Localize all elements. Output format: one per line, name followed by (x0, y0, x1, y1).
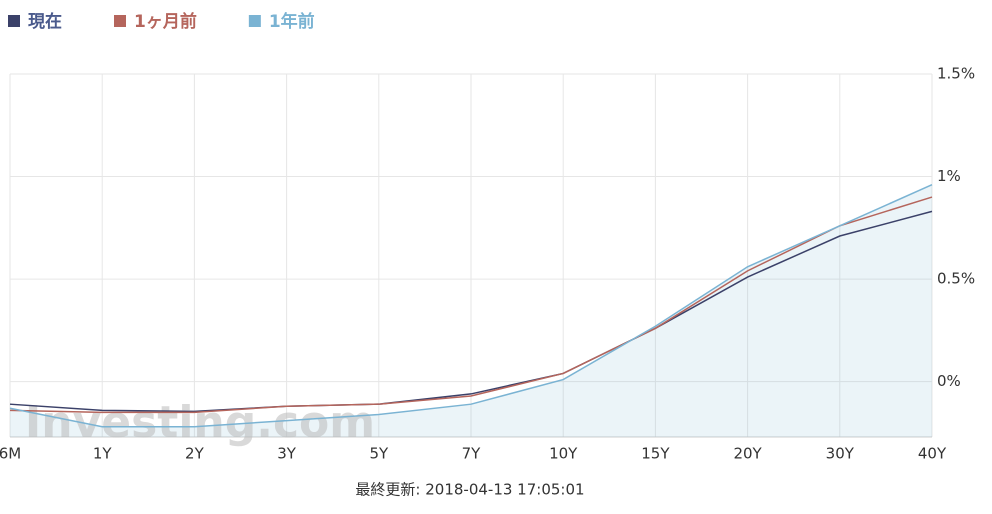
y-tick-label: 0.5% (937, 270, 975, 288)
y-tick-label: 1.5% (937, 65, 975, 83)
legend-label: 1年前 (269, 11, 315, 32)
x-tick-label: 1Y (93, 445, 113, 463)
x-tick-label: 7Y (462, 445, 482, 463)
x-tick-label: 5Y (369, 445, 389, 463)
y-tick-label: 0% (937, 372, 961, 390)
x-tick-label: 2Y (185, 445, 205, 463)
x-tick-label: 20Y (733, 445, 762, 463)
x-tick-label: 40Y (918, 445, 947, 463)
x-tick-label: 6M (0, 445, 21, 463)
x-tick-label: 10Y (549, 445, 578, 463)
line (9, 184, 933, 428)
x-tick-label: 15Y (641, 445, 670, 463)
footer: 最終更新: 2018-04-13 17:05:01 (355, 481, 584, 499)
x-tick-label: 3Y (277, 445, 297, 463)
line (9, 210, 933, 413)
x-tick-label: 30Y (826, 445, 855, 463)
legend-swatch (8, 15, 20, 27)
legend-swatch (114, 15, 126, 27)
y-tick-label: 1% (937, 167, 961, 185)
line (9, 196, 933, 414)
legend-label: 1ヶ月前 (134, 11, 197, 32)
area (10, 184, 932, 437)
legend: 現在 1ヶ月前 1年前 (8, 11, 315, 32)
legend-swatch (248, 15, 261, 27)
legend-label: 現在 (28, 11, 62, 32)
